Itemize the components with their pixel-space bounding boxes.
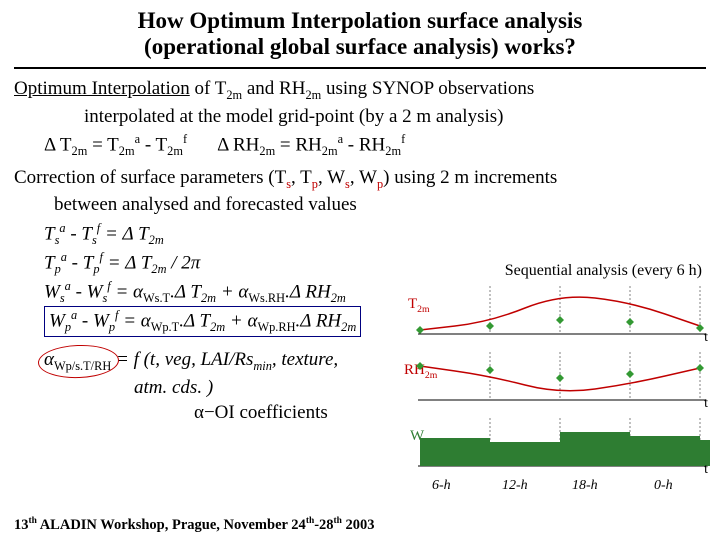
eq-ts: Tsa - Tsf = Δ T2m	[44, 220, 706, 249]
title-line-1: How Optimum Interpolation surface analys…	[138, 8, 583, 33]
intro-para-2: interpolated at the model grid-point (by…	[14, 105, 706, 130]
correction-para: Correction of surface parameters (Ts, Tp…	[14, 166, 706, 192]
title-line-2: (operational global surface analysis) wo…	[144, 34, 576, 59]
page-title: How Optimum Interpolation surface analys…	[14, 8, 706, 69]
correction-para-2: between analysed and forecasted values	[14, 193, 706, 218]
chart-wp: Wp t 6-h 12-h 18-h 0-h	[410, 414, 710, 476]
delta-equations: Δ T2m = T2ma - T2mf Δ RH2m = RH2ma - RH2…	[14, 131, 706, 159]
chart-t2m: T2m t	[410, 282, 710, 344]
sequential-note: Sequential analysis (every 6 h)	[505, 262, 702, 280]
oi-underline: Optimum Interpolation	[14, 78, 190, 99]
intro-para: Optimum Interpolation of T2m and RH2m us…	[14, 77, 706, 103]
footer: 13th ALADIN Workshop, Prague, November 2…	[14, 516, 375, 534]
t-axis-label: t	[704, 396, 708, 412]
chart-rh2m: RH2m t	[410, 348, 710, 410]
charts-panel: Sequential analysis (every 6 h) T2m t RH…	[410, 262, 710, 492]
t-axis-label: t	[704, 330, 708, 346]
t-axis-label: t	[704, 462, 708, 478]
